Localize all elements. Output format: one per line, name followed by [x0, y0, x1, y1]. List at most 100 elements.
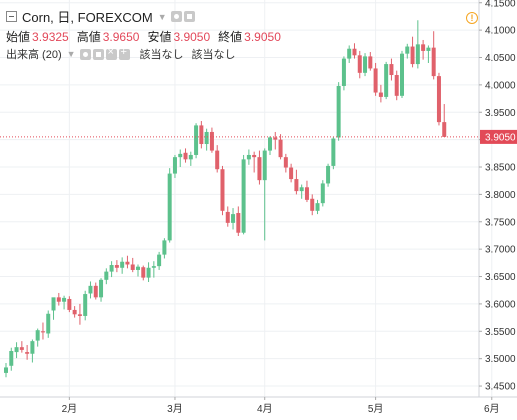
candle — [46, 310, 51, 338]
price-axis[interactable]: 4.15004.10004.05004.00003.95003.90003.85… — [479, 0, 516, 393]
candle-body — [172, 157, 177, 174]
exclamation-circle-icon[interactable]: ! — [466, 12, 478, 24]
gear-icon[interactable] — [92, 48, 104, 60]
candle-body — [25, 352, 30, 354]
candle-body — [157, 254, 162, 267]
last-price-label: 3.9050 — [480, 129, 517, 144]
candle — [336, 82, 341, 141]
candle — [99, 278, 104, 302]
close-icon[interactable] — [105, 46, 117, 60]
candle — [209, 127, 214, 153]
price-tick-label: 3.8500 — [485, 163, 516, 174]
candle-body — [51, 297, 56, 311]
time-tick-label: 3月 — [167, 403, 183, 415]
minus-square-icon[interactable] — [6, 11, 17, 22]
candle-body — [199, 125, 204, 145]
candle-body — [120, 261, 125, 268]
candle — [431, 31, 436, 80]
candle — [363, 53, 368, 77]
candle — [236, 206, 241, 237]
time-tick-label: 5月 — [368, 403, 384, 415]
candle — [326, 163, 331, 187]
last-price-label-bg — [480, 129, 517, 144]
candle — [194, 123, 199, 159]
candle-body — [357, 55, 362, 73]
candle — [299, 184, 304, 199]
candle-body — [384, 64, 389, 97]
candle — [56, 292, 61, 306]
candle — [151, 261, 156, 278]
price-tick-label: 3.9500 — [485, 108, 516, 119]
candle — [241, 154, 246, 235]
candle-body — [394, 75, 399, 96]
candle-body — [294, 179, 299, 192]
eye-icon[interactable] — [170, 11, 182, 22]
candle-body — [56, 297, 61, 302]
candle-body — [373, 68, 378, 93]
candle — [93, 282, 98, 300]
candle-body — [77, 314, 82, 316]
time-axis[interactable]: 2月 3月 4月 5月 6月 — [62, 397, 500, 415]
candle — [51, 297, 56, 320]
candle — [114, 260, 119, 273]
candle-body — [72, 309, 77, 315]
candle — [25, 344, 30, 360]
candle — [405, 43, 410, 59]
candle — [341, 56, 346, 91]
eye-icon[interactable] — [79, 48, 91, 60]
candle — [83, 290, 88, 321]
candle — [199, 121, 204, 149]
price-tick-label: 4.0000 — [485, 80, 516, 91]
candle-body — [436, 76, 441, 123]
candle-body — [241, 159, 246, 233]
price-tick-label: 3.6000 — [485, 299, 516, 310]
candle-body — [283, 157, 288, 168]
candle-body — [363, 56, 368, 73]
price-tick-label: 3.5000 — [485, 354, 516, 365]
candle — [62, 295, 67, 310]
candle-body — [231, 214, 236, 223]
candle-body — [194, 125, 199, 155]
candle — [421, 39, 426, 60]
candle-body — [421, 44, 426, 51]
price-tick-label: 3.7500 — [485, 217, 516, 228]
candle-body — [130, 264, 135, 270]
candle — [162, 238, 167, 259]
candle-body — [88, 285, 93, 294]
candle-body — [368, 56, 373, 69]
price-tick-label: 3.6500 — [485, 272, 516, 283]
candle-body — [252, 154, 257, 158]
gear-icon[interactable] — [183, 11, 195, 22]
candle-body — [257, 157, 262, 181]
candle-body — [320, 183, 325, 204]
price-tick-label: 3.4500 — [485, 382, 516, 393]
candle-body — [167, 173, 172, 241]
candle-body — [99, 279, 104, 298]
chevron-down-icon[interactable]: ▼ — [66, 49, 76, 59]
candle-body — [336, 85, 341, 138]
chevron-down-icon[interactable]: ▼ — [157, 11, 167, 22]
candle — [373, 62, 378, 96]
candle — [157, 251, 162, 270]
candle-body — [14, 347, 19, 353]
candle-body — [262, 150, 267, 181]
candle — [35, 328, 40, 347]
candle-body — [426, 47, 431, 51]
candle — [40, 322, 45, 340]
price-tick-label: 4.0500 — [485, 53, 516, 64]
candle-body — [225, 211, 230, 223]
candle — [14, 342, 19, 359]
candle-body — [209, 131, 214, 151]
plus-icon[interactable] — [118, 46, 130, 60]
candle — [442, 104, 447, 137]
candle-body — [304, 187, 309, 200]
candle — [283, 153, 288, 173]
candle — [125, 255, 130, 269]
candle — [257, 150, 262, 185]
candle — [88, 281, 93, 299]
candle — [67, 296, 72, 313]
candle-body — [278, 139, 283, 158]
candle — [4, 363, 8, 378]
candle — [77, 303, 82, 325]
